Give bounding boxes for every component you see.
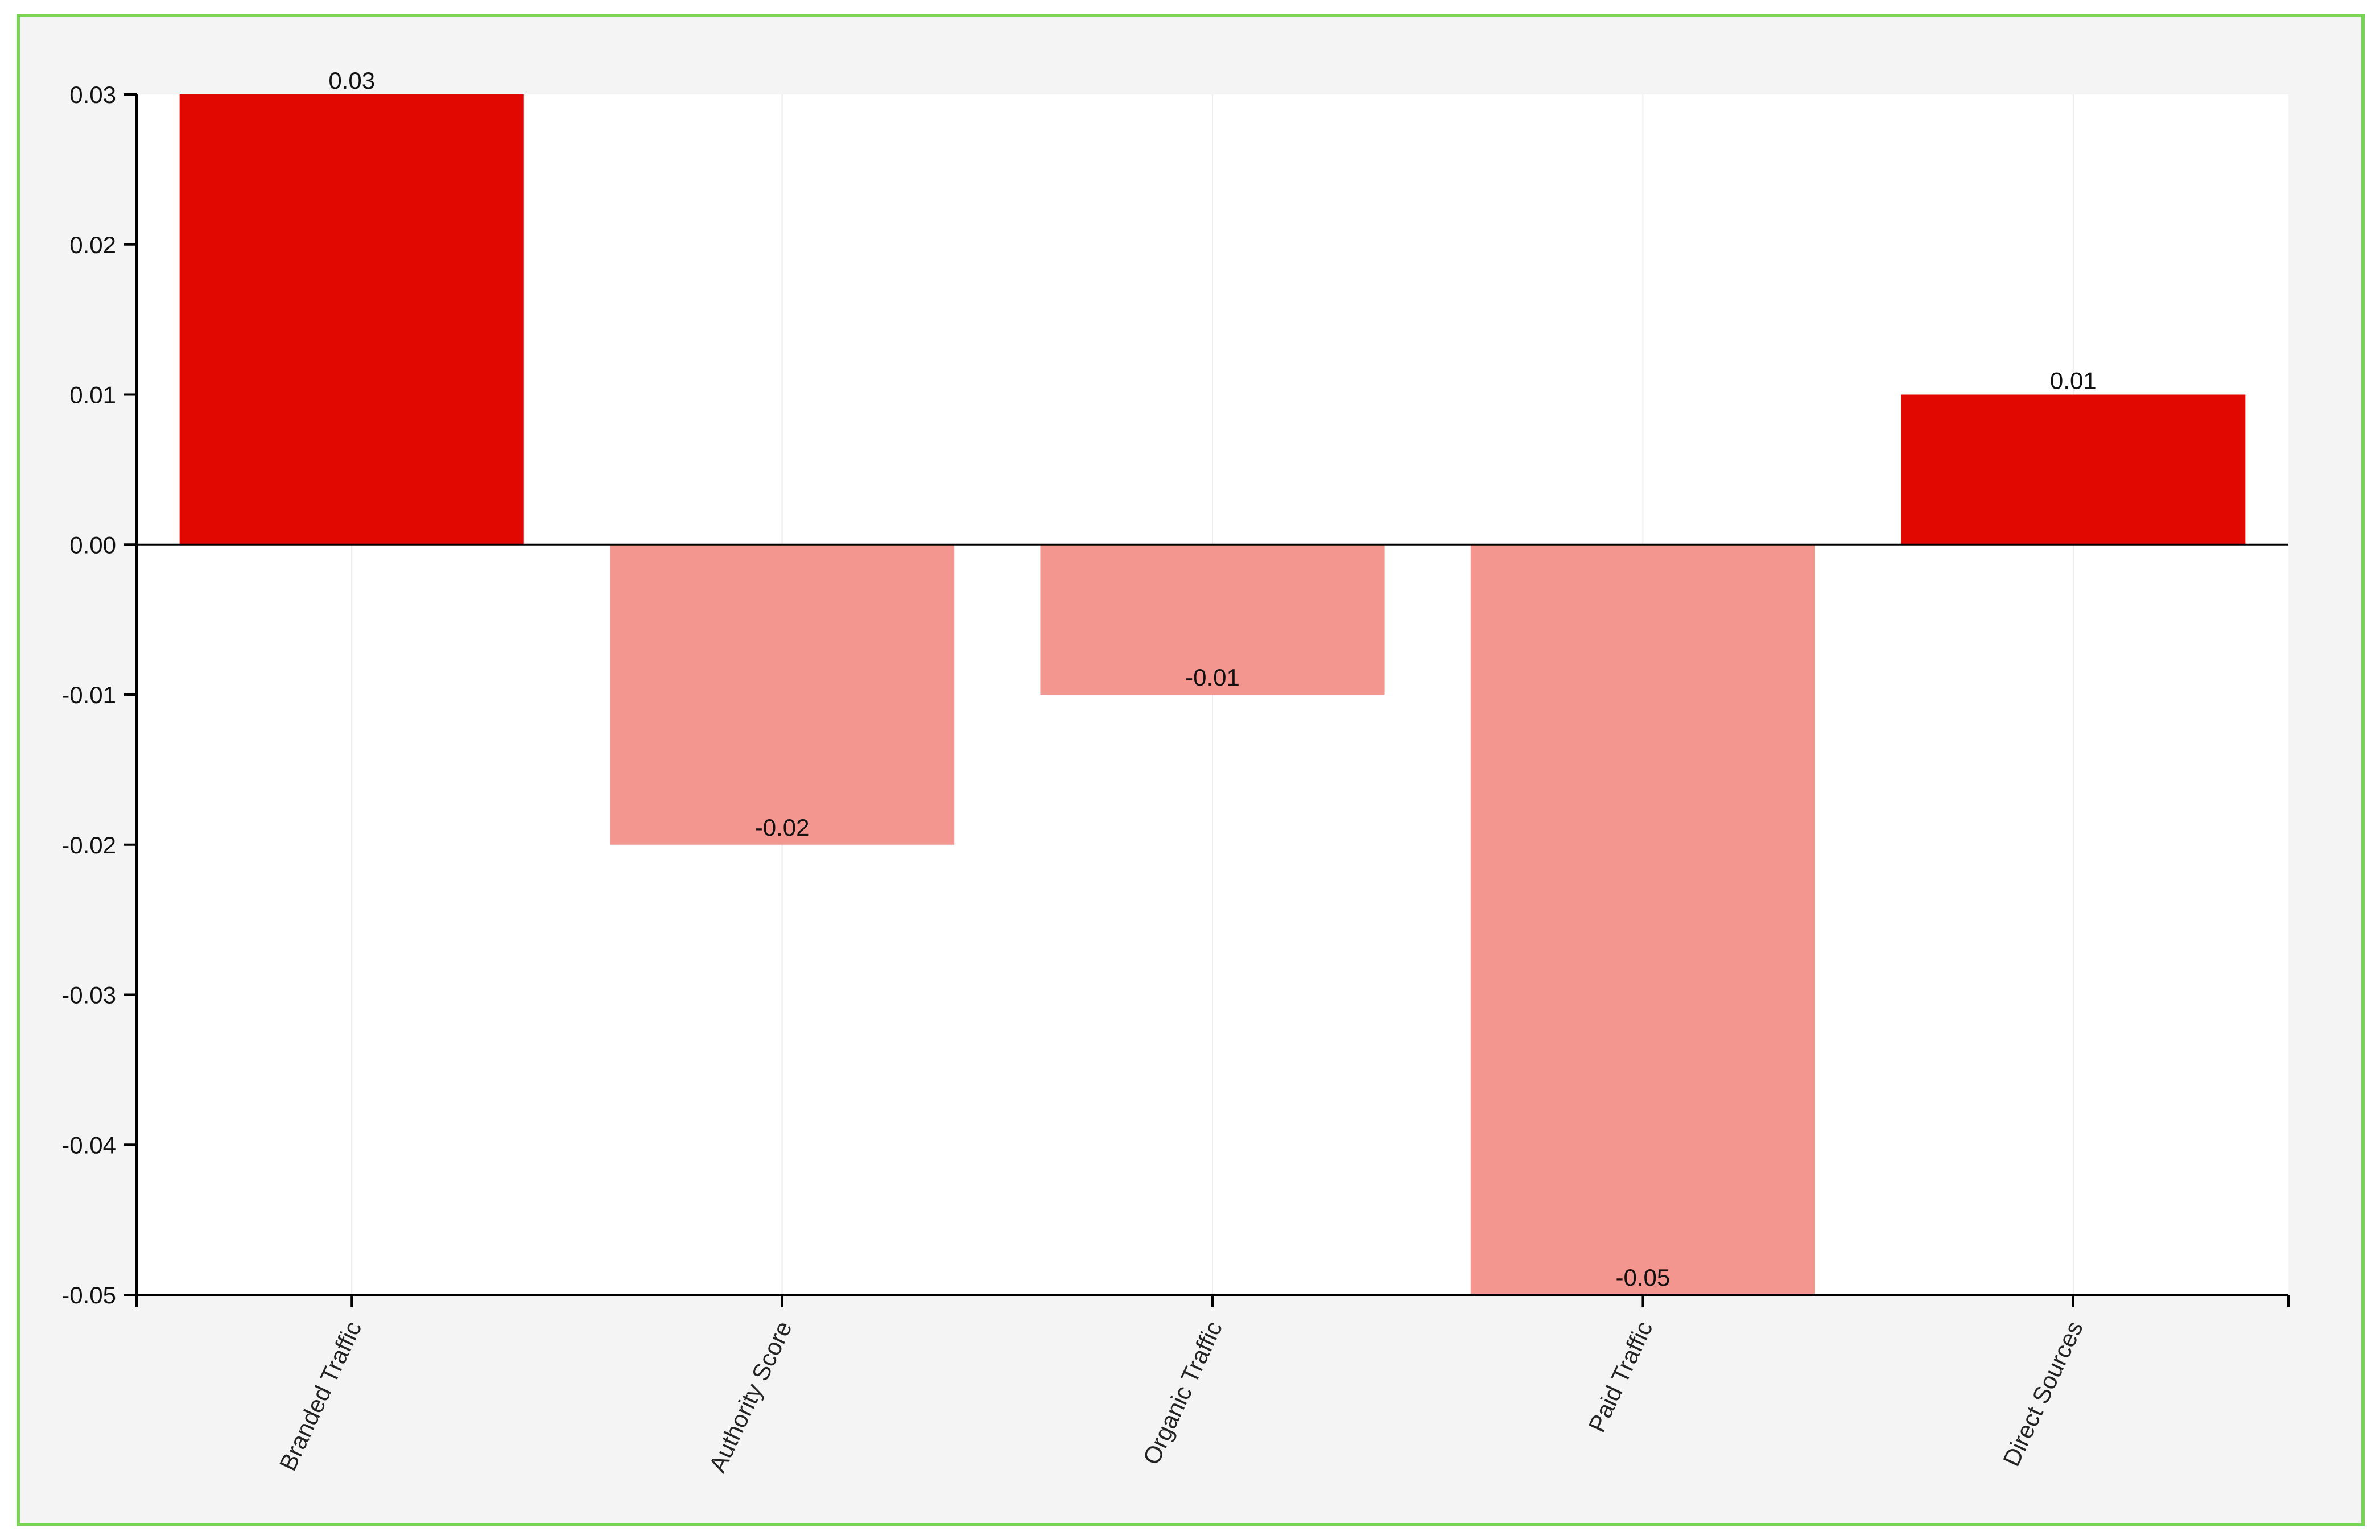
- bar: [1040, 544, 1385, 695]
- data-label: -0.02: [755, 814, 810, 841]
- x-axis-ticks: Branded Traffic Authority Score Organic Tr…: [135, 1295, 2290, 1476]
- data-label: -0.05: [1616, 1264, 1670, 1291]
- data-label: 0.03: [328, 67, 375, 94]
- y-tick-label: -0.03: [61, 982, 116, 1009]
- x-tick-label: Paid Traffic: [1583, 1317, 1657, 1436]
- y-tick-label: -0.04: [61, 1132, 116, 1158]
- x-tick-label: Direct Sources: [1998, 1317, 2088, 1470]
- data-label: 0.01: [2050, 368, 2097, 394]
- bars: [179, 94, 2246, 1295]
- x-tick-label: Authority Score: [704, 1317, 797, 1476]
- data-label: -0.01: [1185, 664, 1240, 691]
- y-tick-label: -0.05: [61, 1282, 116, 1308]
- y-tick-label: 0.02: [69, 232, 116, 258]
- bar: [179, 94, 524, 545]
- bar: [1901, 394, 2246, 545]
- y-tick-label: -0.01: [61, 682, 116, 708]
- data-labels: 0.03 -0.02 -0.01 -0.05 0.01: [328, 67, 2096, 1291]
- bar: [1470, 544, 1815, 1295]
- bar: [610, 544, 955, 845]
- x-tick-label: Branded Traffic: [274, 1317, 367, 1475]
- y-axis-ticks: 0.03 0.02 0.01 0.00 -0.01 -0.02 -0.03 -0.04 -0.0…: [61, 81, 137, 1308]
- y-tick-label: 0.00: [69, 531, 116, 558]
- y-tick-label: -0.02: [61, 832, 116, 858]
- x-tick-label: Organic Traffic: [1137, 1317, 1227, 1469]
- y-tick-label: 0.03: [69, 81, 116, 108]
- y-tick-label: 0.01: [69, 382, 116, 408]
